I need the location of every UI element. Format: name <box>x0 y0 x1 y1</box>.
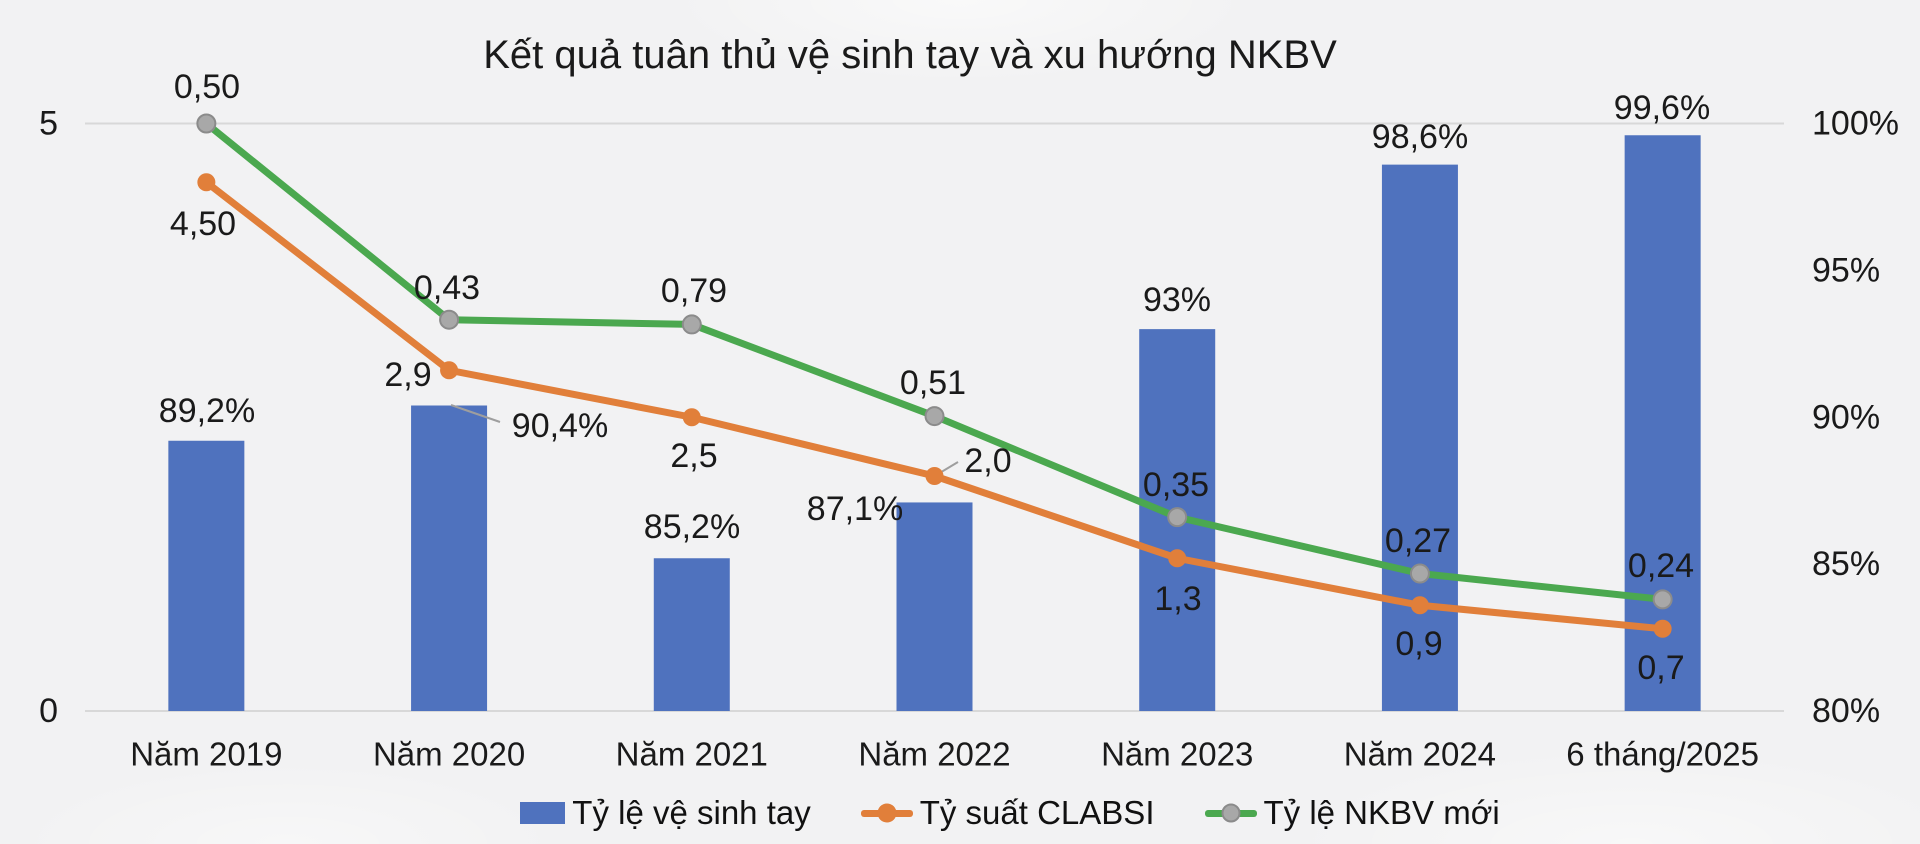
nkbv-data-label: 0,24 <box>1628 547 1694 585</box>
nkbv-data-label: 0,35 <box>1143 466 1209 504</box>
nkbv-data-label: 0,43 <box>414 269 480 307</box>
clabsi-line-swatch <box>860 803 913 823</box>
clabsi-marker-icon <box>440 361 459 380</box>
bar-data-label: 99,6% <box>1614 89 1710 127</box>
chart-title: Kết quả tuân thủ vệ sinh tay và xu hướng… <box>483 33 1337 77</box>
bar <box>1624 135 1701 711</box>
bar-data-label: 98,6% <box>1372 118 1468 156</box>
nkbv-data-label: 0,79 <box>661 272 727 310</box>
bar <box>411 405 488 711</box>
clabsi-marker-icon <box>1168 549 1187 568</box>
right-axis-tick: 85% <box>1812 545 1880 583</box>
nkbv-marker-icon <box>1409 563 1430 584</box>
left-axis-tick: 0 <box>39 692 58 730</box>
right-axis-tick: 90% <box>1812 398 1880 436</box>
x-axis-label: 6 tháng/2025 <box>1566 736 1759 773</box>
clabsi-marker-icon <box>1653 619 1672 638</box>
bar-data-label: 93% <box>1143 281 1211 319</box>
clabsi-marker-icon <box>682 408 701 427</box>
nkbv-marker-icon <box>924 406 945 427</box>
right-axis-tick: 95% <box>1812 251 1880 289</box>
nkbv-marker-icon <box>1221 803 1240 823</box>
clabsi-data-label: 1,3 <box>1154 580 1201 618</box>
nkbv-marker-icon <box>681 314 702 335</box>
clabsi-data-label: 2,5 <box>670 437 717 475</box>
bar-data-label: 87,1% <box>807 490 903 528</box>
bar <box>1381 164 1458 711</box>
x-axis-label: Năm 2020 <box>373 736 525 773</box>
clabsi-marker-icon <box>1410 596 1429 615</box>
bar-data-label: 89,2% <box>159 392 255 430</box>
legend-label-clabsi: Tỷ suất CLABSI <box>919 794 1155 831</box>
clabsi-marker-icon <box>925 467 944 485</box>
x-axis-label: Năm 2019 <box>130 736 282 773</box>
clabsi-marker-icon <box>197 173 216 192</box>
nkbv-data-label: 0,51 <box>900 364 966 402</box>
label-leader-line <box>450 404 501 423</box>
legend-item-nkbv: Tỷ lệ NKBV mới <box>1204 794 1500 832</box>
clabsi-data-label: 0,9 <box>1395 625 1442 663</box>
nkbv-marker-icon <box>1652 589 1673 610</box>
bar-series-swatch <box>520 802 566 824</box>
legend-label-hand-hygiene: Tỷ lệ vệ sinh tay <box>572 794 811 831</box>
clabsi-data-label: 0,7 <box>1637 649 1684 687</box>
bar-data-label: 90,4% <box>512 407 608 445</box>
bar-data-label: 85,2% <box>644 508 740 546</box>
bar <box>896 502 973 711</box>
x-axis-label: Năm 2023 <box>1101 736 1253 773</box>
clabsi-data-label: 2,9 <box>384 356 431 394</box>
right-axis-tick: 80% <box>1812 692 1880 730</box>
right-axis-tick: 100% <box>1812 105 1899 143</box>
bar <box>653 558 730 711</box>
x-axis-label: Năm 2021 <box>616 736 768 773</box>
legend-label-nkbv: Tỷ lệ NKBV mới <box>1263 794 1500 831</box>
clabsi-marker-icon <box>877 803 897 823</box>
legend: Tỷ lệ vệ sinh tay Tỷ suất CLABSI Tỷ lệ N… <box>50 790 1920 836</box>
x-axis-label: Năm 2024 <box>1344 736 1496 773</box>
nkbv-line-swatch <box>1204 803 1257 823</box>
clabsi-data-label: 2,0 <box>964 442 1011 480</box>
x-axis-label: Năm 2022 <box>858 736 1010 773</box>
nkbv-marker-icon <box>1167 507 1188 528</box>
legend-item-clabsi: Tỷ suất CLABSI <box>860 794 1155 832</box>
nkbv-marker-icon <box>196 113 217 134</box>
bar <box>168 440 245 711</box>
nkbv-data-label: 0,27 <box>1385 522 1451 560</box>
clabsi-data-label: 4,50 <box>170 205 236 243</box>
legend-item-hand-hygiene: Tỷ lệ vệ sinh tay <box>520 794 811 832</box>
left-axis-tick: 5 <box>39 105 58 143</box>
nkbv-data-label: 0,50 <box>174 68 240 106</box>
nkbv-marker-icon <box>439 309 460 330</box>
